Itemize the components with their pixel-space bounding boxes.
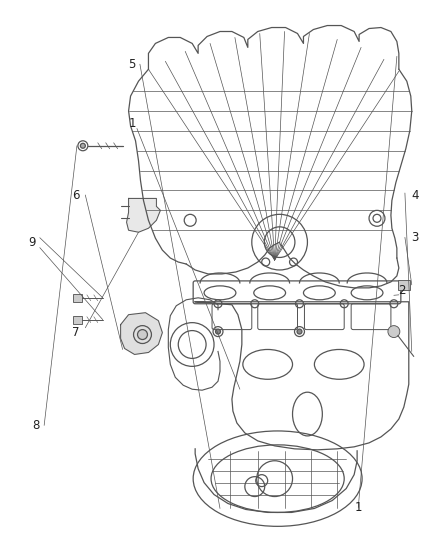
Circle shape <box>138 329 148 340</box>
Text: 8: 8 <box>32 419 40 432</box>
Text: 3: 3 <box>411 231 419 244</box>
Text: 9: 9 <box>28 236 35 249</box>
Circle shape <box>297 329 302 334</box>
Text: 2: 2 <box>398 284 406 297</box>
Text: 7: 7 <box>72 326 79 339</box>
Circle shape <box>81 143 85 148</box>
Text: 4: 4 <box>411 189 419 201</box>
Bar <box>73 294 82 302</box>
Bar <box>398 280 410 290</box>
Circle shape <box>392 329 396 334</box>
Circle shape <box>388 326 400 337</box>
Text: 1: 1 <box>354 501 362 514</box>
Text: 1: 1 <box>128 117 136 130</box>
Text: 5: 5 <box>128 58 136 71</box>
Polygon shape <box>127 198 160 232</box>
Circle shape <box>215 329 220 334</box>
Text: 6: 6 <box>72 189 79 201</box>
Bar <box>73 316 82 324</box>
Polygon shape <box>120 313 162 354</box>
